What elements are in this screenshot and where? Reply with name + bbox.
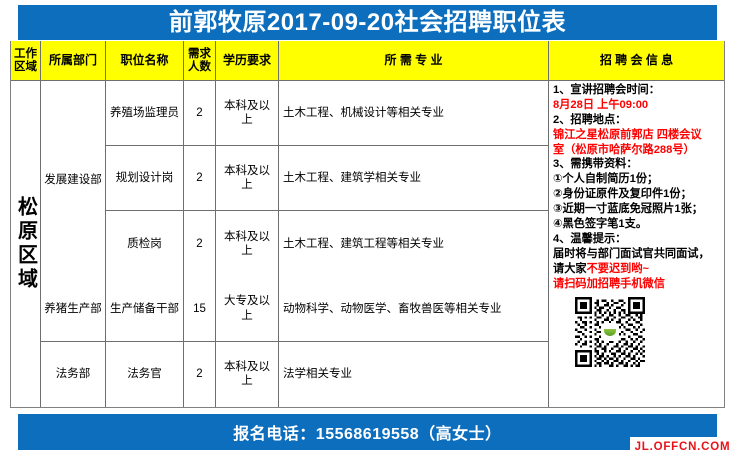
leaf-shape-icon [604, 328, 616, 336]
cell-position: 养殖场监理员 [106, 81, 184, 146]
cell-position: 规划设计岗 [106, 146, 184, 211]
info-line-location-label: 2、招聘地点： [553, 113, 627, 126]
table-row: 规划设计岗 2 本科及以上 土木工程、建筑学相关专业 [106, 146, 549, 212]
row-group-development: 发展建设部 养殖场监理员 2 本科及以上 土木工程、机械设计等相关专业 规划设计… [41, 81, 549, 277]
table-row: 养猪生产部 生产储备干部 15 大专及以上 动物科学、动物医学、畜牧兽医等相关专… [41, 276, 549, 342]
cell-position: 质检岗 [106, 211, 184, 277]
info-line-time-value: 8月28日 上午09:00 [553, 98, 649, 111]
qr-code-graphic [575, 297, 645, 368]
info-line-material-2: ②身份证原件及复印件1份； [553, 188, 692, 201]
cell-position: 法务官 [106, 341, 184, 407]
cell-education: 本科及以上 [216, 341, 279, 407]
job-table: 工作 区域 所属部门 职位名称 需求 人数 学历要求 所 需 专 业 招 聘 会… [10, 41, 725, 408]
cell-major: 法学相关专业 [279, 341, 549, 407]
column-header-headcount: 需求 人数 [184, 41, 216, 81]
info-line-material-1: ①个人自制简历1份； [553, 173, 659, 186]
cell-headcount: 2 [184, 81, 216, 146]
table-header-row: 工作 区域 所属部门 职位名称 需求 人数 学历要求 所 需 专 业 招 聘 会… [11, 41, 724, 81]
info-tip-2-prefix: 请大家 [553, 262, 587, 275]
footer-contact-text: 报名电话：15568619558（高女士） [233, 426, 502, 443]
column-header-work-area-line1: 工作 [14, 48, 37, 61]
cell-headcount: 2 [184, 211, 216, 277]
cell-education: 大专及以上 [216, 276, 279, 341]
qr-center-logo-icon [601, 323, 619, 342]
site-watermark: JL.OFFCN.COM [630, 437, 735, 456]
info-line-material-3: ③近期一寸蓝底免冠照片1张； [553, 203, 703, 216]
column-header-department: 所属部门 [41, 41, 106, 81]
info-line-location-value-1: 锦江之星松原前郭店 四楼会议 [553, 128, 702, 141]
table-row: 法务部 法务官 2 本科及以上 法学相关专业 [41, 341, 549, 407]
info-line-location-value-2: 室（松原市哈萨尔路288号） [553, 143, 695, 156]
info-line-tip-2: 请大家不要迟到哟~ [553, 262, 721, 277]
info-line-material-4: ④黑色签字笔1支。 [553, 218, 648, 231]
table-row: 质检岗 2 本科及以上 土木工程、建筑工程等相关专业 [106, 211, 549, 277]
info-line-materials-label: 3、需携带资料： [553, 158, 638, 171]
table-body: 松原区域 发展建设部 养殖场监理员 2 本科及以上 土木工程、机械设计等相关专业 [11, 81, 724, 407]
table-rows: 发展建设部 养殖场监理员 2 本科及以上 土木工程、机械设计等相关专业 规划设计… [41, 81, 549, 407]
cell-major: 动物科学、动物医学、畜牧兽医等相关专业 [279, 276, 549, 341]
table-row: 养殖场监理员 2 本科及以上 土木工程、机械设计等相关专业 [106, 81, 549, 147]
info-line-scan-qr: 请扫码加招聘手机微信 [553, 277, 665, 290]
cell-education: 本科及以上 [216, 146, 279, 211]
qr-code-icon[interactable] [575, 297, 645, 368]
cell-department: 法务部 [41, 341, 106, 407]
cell-position: 生产储备干部 [106, 276, 184, 341]
cell-headcount: 2 [184, 341, 216, 407]
page-title: 前郭牧原2017-09-20社会招聘职位表 [168, 8, 567, 36]
column-header-headcount-line1: 需求 [188, 48, 211, 61]
cell-department: 养猪生产部 [41, 276, 106, 341]
recruitment-info-panel: 1、宣讲招聘会时间： 8月28日 上午09:00 2、招聘地点： 锦江之星松原前… [549, 81, 724, 407]
cell-headcount: 2 [184, 146, 216, 211]
cell-headcount: 15 [184, 276, 216, 341]
info-line-tip-1: 届时将与部门面试官共同面试， [553, 247, 710, 260]
cell-major: 土木工程、建筑学相关专业 [279, 146, 549, 211]
page-title-bar: 前郭牧原2017-09-20社会招聘职位表 [18, 5, 717, 40]
info-tip-2-emphasis: 不要迟到哟~ [586, 262, 650, 275]
column-header-position: 职位名称 [106, 41, 184, 81]
site-watermark-text: JL.OFFCN.COM [634, 440, 731, 453]
work-area-label: 松原区域 [14, 196, 37, 292]
column-header-headcount-line2: 人数 [188, 60, 211, 73]
info-line-time-label: 1、宣讲招聘会时间： [553, 84, 660, 96]
info-line-tips-label: 4、温馨提示： [553, 232, 627, 245]
footer-contact-bar: 报名电话：15568619558（高女士） [18, 414, 717, 450]
cell-major: 土木工程、建筑工程等相关专业 [279, 211, 549, 277]
cell-major: 土木工程、机械设计等相关专业 [279, 81, 549, 146]
column-header-work-area-line2: 区域 [14, 60, 37, 73]
department-cell-development: 发展建设部 [41, 81, 106, 277]
cell-education: 本科及以上 [216, 81, 279, 146]
column-header-major: 所 需 专 业 [279, 41, 549, 81]
cell-education: 本科及以上 [216, 211, 279, 277]
column-header-education: 学历要求 [216, 41, 279, 81]
work-area-cell: 松原区域 [11, 81, 41, 407]
column-header-recruitment-info: 招 聘 会 信 息 [549, 41, 724, 81]
column-header-work-area: 工作 区域 [11, 41, 41, 81]
